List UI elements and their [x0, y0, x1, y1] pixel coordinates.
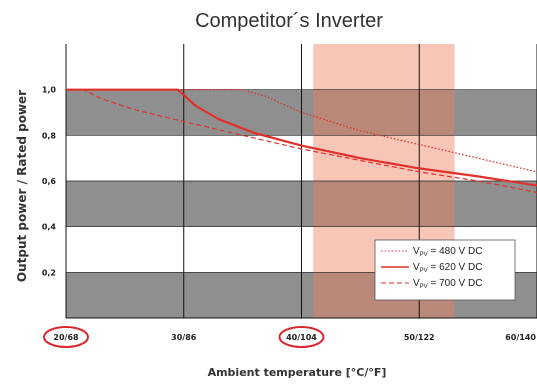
series-line-1 [66, 88, 537, 187]
legend: VPV = 480 V DC VPV = 620 V DC VPV = 700 V … [374, 239, 516, 301]
y-tick-label-2: 0,6 [42, 177, 57, 186]
legend-label-0: VPV = 480 V DC [413, 246, 482, 258]
y-axis-label: Output power / Rated power [15, 90, 29, 282]
x-tick-circle-0 [43, 326, 89, 348]
y-tick-label-4: 1,0 [42, 86, 57, 95]
chart-title: Competitor´s Inverter [195, 10, 383, 32]
x-tick-label-1: 30/86 [171, 333, 197, 342]
x-axis-label: Ambient temperature [°C/°F] [208, 366, 387, 379]
x-tick-label-4: 60/140 [505, 333, 536, 342]
series-line-0 [66, 89, 537, 173]
legend-label-1: VPV = 620 V DC [413, 262, 482, 274]
x-tick-labels: 20/68 30/86 40/104 50/122 60/140 [43, 326, 536, 348]
x-tick-label-2: 40/104 [286, 333, 317, 342]
legend-label-2: VPV = 700 V DC [413, 278, 482, 290]
y-tick-label-1: 0,4 [42, 223, 57, 232]
y-tick-label-3: 0,8 [42, 131, 57, 140]
x-tick-label-3: 50/122 [404, 333, 435, 342]
series-lines [66, 88, 537, 193]
grid-lines [65, 44, 537, 319]
x-tick-label-0: 20/68 [53, 333, 79, 342]
legend-box [374, 239, 516, 301]
y-tick-labels: 0,2 0,4 0,6 0,8 1,0 [42, 86, 57, 278]
x-tick-circle-2 [278, 326, 325, 348]
y-tick-label-0: 0,2 [42, 268, 56, 277]
